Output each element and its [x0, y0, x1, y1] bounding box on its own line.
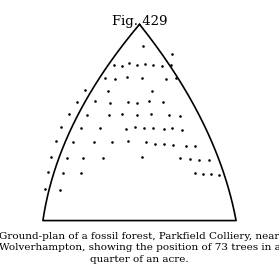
Point [102, 76, 107, 80]
Point [107, 113, 111, 117]
Point [61, 171, 66, 176]
Point [169, 63, 174, 68]
Point [79, 126, 83, 130]
Point [105, 89, 110, 93]
Point [81, 156, 85, 160]
Point [107, 101, 112, 106]
Point [197, 158, 201, 162]
Point [64, 156, 69, 160]
Point [207, 158, 211, 162]
Point [133, 125, 138, 129]
Point [135, 63, 140, 68]
Point [170, 126, 175, 130]
Point [139, 76, 144, 80]
Point [149, 112, 153, 116]
Point [126, 100, 130, 105]
Point [146, 99, 151, 104]
Point [179, 128, 184, 132]
Point [141, 126, 146, 130]
Point [162, 127, 166, 131]
Point [112, 63, 116, 68]
Point [171, 142, 176, 147]
Point [49, 155, 53, 159]
Point [160, 64, 164, 69]
Point [135, 113, 140, 117]
Point [98, 126, 103, 130]
Point [120, 112, 124, 116]
Point [143, 140, 148, 145]
Point [127, 61, 131, 65]
Point [58, 187, 62, 192]
Point [46, 170, 50, 175]
Point [120, 64, 124, 69]
Point [140, 44, 145, 48]
Point [162, 141, 166, 146]
Point [71, 140, 75, 145]
Point [135, 101, 140, 106]
Point [59, 125, 64, 129]
Point [201, 172, 205, 176]
Point [125, 75, 129, 79]
Point [126, 139, 130, 144]
Point [85, 113, 89, 117]
Point [113, 77, 117, 81]
Point [167, 113, 172, 117]
Point [54, 139, 59, 144]
Point [161, 100, 165, 105]
Point [124, 126, 128, 131]
Point [150, 89, 154, 93]
Point [177, 113, 182, 118]
Point [151, 126, 155, 130]
Point [184, 143, 188, 148]
Point [217, 173, 221, 178]
Point [170, 52, 175, 56]
Point [174, 76, 179, 80]
Point [193, 171, 197, 176]
Point [164, 77, 169, 81]
Point [193, 143, 197, 148]
Point [92, 140, 97, 145]
Point [209, 172, 214, 176]
Point [43, 187, 47, 191]
Point [83, 88, 87, 92]
Point [79, 171, 83, 176]
Point [151, 63, 155, 68]
Point [66, 112, 71, 116]
Point [153, 141, 157, 146]
Text: Fig. 429: Fig. 429 [112, 15, 167, 28]
Point [142, 62, 147, 67]
Point [139, 155, 144, 159]
Point [74, 100, 79, 105]
Point [187, 157, 192, 161]
Point [100, 156, 105, 160]
Point [177, 156, 182, 160]
Point [110, 140, 114, 145]
Point [93, 99, 98, 104]
Text: Ground-plan of a fossil forest, Parkfield Colliery, near
Wolverhampton, showing : Ground-plan of a fossil forest, Parkfiel… [0, 232, 279, 264]
